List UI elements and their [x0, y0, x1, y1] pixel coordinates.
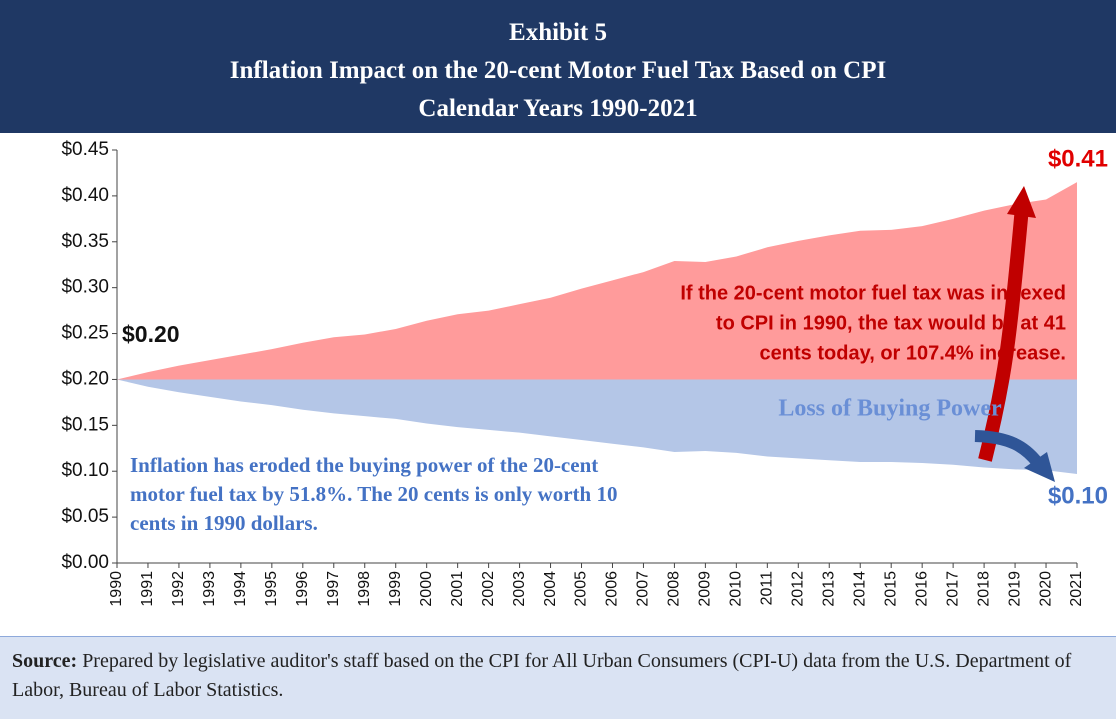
x-tick-label: 2020 [1037, 571, 1054, 607]
source-text: Prepared by legislative auditor's staff … [12, 650, 1072, 701]
x-tick-label: 2006 [604, 571, 621, 607]
arrow-head [1024, 452, 1055, 482]
y-tick-label: $0.15 [61, 414, 109, 435]
arrow-head [1007, 186, 1036, 218]
annotation: to CPI in 1990, the tax would be at 41 [716, 312, 1066, 334]
annotation: $0.41 [1048, 145, 1108, 172]
title-line: Calendar Years 1990-2021 [418, 95, 698, 122]
x-tick-label: 2005 [573, 571, 590, 607]
x-tick-label: 2007 [635, 571, 652, 607]
x-tick-label: 2002 [480, 571, 497, 607]
y-tick-label: $0.35 [61, 231, 109, 252]
x-tick-label: 1990 [108, 571, 125, 607]
arrow [978, 206, 1029, 462]
x-tick-label: 1996 [294, 571, 311, 607]
x-tick-label: 2021 [1068, 571, 1085, 607]
x-tick-label: 2014 [851, 571, 868, 607]
x-tick-label: 2016 [913, 571, 930, 607]
header: Exhibit 5 Inflation Impact on the 20-cen… [0, 0, 1116, 133]
title-line: Inflation Impact on the 20-cent Motor Fu… [229, 57, 887, 84]
x-tick-label: 2000 [418, 571, 435, 607]
x-tick-label: 2001 [449, 571, 466, 607]
y-tick-label: $0.10 [61, 460, 109, 481]
arrow [974, 430, 1042, 466]
annotation: $0.20 [122, 321, 180, 347]
y-tick-label: $0.25 [61, 323, 109, 344]
x-tick-label: 2011 [759, 571, 776, 606]
x-tick-label: 2009 [697, 571, 714, 607]
footer: Source: Prepared by legislative auditor'… [0, 636, 1116, 719]
annotation: Loss of Buying Power [778, 396, 1002, 422]
x-tick-label: 2019 [1006, 571, 1023, 607]
x-tick-label: 1991 [139, 571, 156, 607]
annotation: Inflation has eroded the buying power of… [130, 453, 598, 477]
x-tick-label: 1994 [232, 571, 249, 607]
x-tick-label: 2017 [944, 571, 961, 607]
title-line: Exhibit 5 [509, 19, 607, 46]
x-tick-label: 2008 [666, 571, 683, 607]
x-tick-label: 2018 [975, 571, 992, 607]
y-tick-label: $0.30 [61, 277, 109, 298]
annotation: motor fuel tax by 51.8%. The 20 cents is… [130, 482, 617, 506]
y-tick-label: $0.40 [61, 185, 109, 206]
y-tick-label: $0.45 [61, 139, 109, 160]
x-tick-label: 2015 [882, 571, 899, 607]
x-tick-label: 2013 [820, 571, 837, 607]
area [117, 182, 1077, 380]
x-tick-label: 2012 [790, 571, 807, 607]
x-tick-label: 2010 [728, 571, 745, 607]
annotation: cents today, or 107.4% increase. [760, 342, 1066, 364]
x-tick-label: 1992 [170, 571, 187, 607]
x-tick-label: 1999 [387, 571, 404, 607]
x-tick-label: 1993 [201, 571, 218, 607]
chart: $0.00 $0.05 $0.10 $0.15 $0.20 $0.25 $0.30 $0.35… [61, 139, 1108, 607]
y-tick-label: $0.20 [61, 368, 109, 389]
x-tick-label: 1995 [263, 571, 280, 607]
area [117, 379, 1077, 474]
y-tick-label: $0.00 [61, 552, 109, 573]
y-tick-label: $0.05 [61, 506, 109, 527]
x-tick-label: 2004 [542, 571, 559, 607]
x-tick-label: 2003 [511, 571, 528, 607]
annotation: cents in 1990 dollars. [130, 511, 318, 535]
x-tick-label: 1998 [356, 571, 373, 607]
source-label: Source: [12, 650, 78, 672]
annotation: If the 20-cent motor fuel tax was indexe… [680, 282, 1066, 304]
x-tick-label: 1997 [325, 571, 342, 607]
annotation: $0.10 [1048, 482, 1108, 509]
